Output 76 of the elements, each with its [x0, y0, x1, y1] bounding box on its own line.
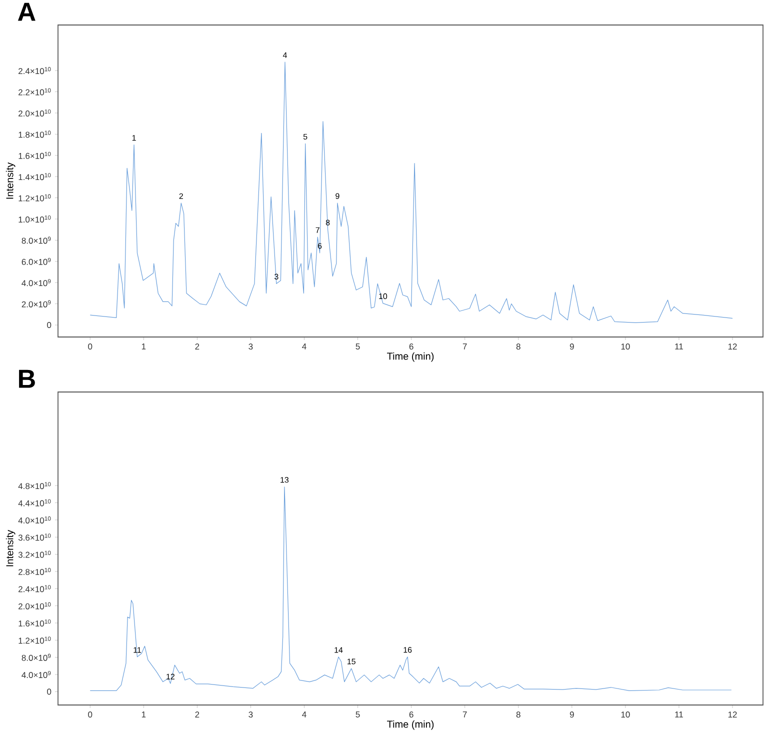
annotation: 12 [166, 674, 174, 680]
y-axis-title: Intensity [6, 530, 16, 566]
x-tick-label: 6 [409, 712, 414, 718]
x-axis-title: Time (min) [387, 352, 434, 362]
y-tick-label: 1.2×10$^{10}$ [18, 194, 51, 202]
annotation: 7 [316, 227, 320, 233]
annotation: 2 [179, 193, 183, 199]
y-tick-label: 8.0×10$^{9}$ [22, 654, 51, 661]
annotation: 6 [318, 243, 322, 249]
y-tick-label: 1.8×10$^{10}$ [18, 130, 51, 138]
y-axis-title: Intensity [6, 162, 16, 199]
x-tick-label: 9 [570, 712, 574, 718]
y-tick-label: 2.0×10$^{9}$ [22, 300, 51, 308]
x-tick-label: 4 [302, 344, 306, 350]
annotation: 4 [282, 52, 287, 58]
x-tick-label: 6 [409, 344, 414, 350]
x-tick-label: 3 [248, 344, 253, 350]
x-tick-label: 2 [195, 344, 200, 350]
y-tick-label: 8.0×10$^{9}$ [22, 236, 51, 244]
annotation: 11 [134, 647, 141, 653]
x-tick-label: 12 [728, 344, 737, 350]
x-tick-label: 11 [675, 344, 683, 350]
y-tick-label: 2.0×10$^{10}$ [18, 109, 51, 117]
x-tick-label: 5 [356, 712, 360, 718]
y-tick-label: 4.8×10$^{10}$ [18, 482, 51, 490]
x-tick-label: 7 [462, 344, 467, 350]
y-tick-label: 4.0×10$^{9}$ [22, 279, 51, 286]
y-tick-label: 0 [47, 688, 52, 695]
x-tick-label: 4 [302, 712, 306, 718]
x-tick-label: 0 [88, 712, 92, 718]
x-tick-label: 0 [88, 344, 92, 350]
x-tick-label: 5 [356, 344, 360, 350]
x-tick-label: 11 [675, 712, 683, 718]
y-tick-label: 1.4×10$^{10}$ [18, 173, 51, 180]
annotation: 16 [404, 647, 412, 653]
annotation: 14 [334, 647, 343, 653]
y-tick-label: 1.0×10$^{10}$ [18, 215, 51, 223]
annotation: 13 [280, 477, 289, 483]
y-tick-label: 4.0×10$^{10}$ [18, 516, 51, 524]
x-tick-label: 7 [462, 712, 467, 718]
x-tick-label: 10 [621, 344, 630, 350]
annotation: 9 [336, 193, 340, 199]
annotation: 3 [274, 274, 278, 280]
annotation: 1 [132, 135, 136, 141]
y-tick-label: 2.4×10$^{10}$ [18, 585, 51, 592]
x-axis-title: Time (min) [387, 720, 434, 730]
line-series [90, 62, 733, 323]
x-tick-label: 8 [516, 344, 520, 350]
chart-title: B [19, 370, 35, 388]
y-tick-label: 3.6×10$^{10}$ [18, 534, 51, 541]
x-tick-label: 3 [248, 712, 253, 718]
annotation: 15 [348, 658, 356, 664]
x-tick-label: 1 [142, 344, 146, 350]
annotation: 8 [326, 220, 330, 226]
chart-title: A [18, 2, 36, 21]
y-tick-label: 6.0×10$^{9}$ [22, 258, 51, 265]
x-tick-label: 12 [728, 712, 737, 718]
y-tick-label: 1.6×10$^{10}$ [18, 152, 51, 159]
y-tick-label: 2.4×10$^{10}$ [18, 67, 51, 74]
x-tick-label: 9 [570, 344, 574, 350]
y-tick-label: 2.0×10$^{10}$ [18, 602, 51, 610]
y-tick-label: 4.0×10$^{9}$ [22, 670, 51, 678]
annotation: 10 [379, 293, 388, 300]
x-tick-label: 10 [621, 712, 630, 718]
y-tick-label: 2.8×10$^{10}$ [18, 568, 51, 575]
line-series [90, 486, 732, 691]
annotation: 5 [303, 134, 308, 140]
x-tick-label: 1 [142, 712, 146, 718]
y-tick-label: 3.2×10$^{10}$ [18, 550, 51, 558]
x-tick-label: 8 [516, 712, 520, 718]
y-tick-label: 1.2×10$^{10}$ [18, 636, 51, 644]
y-tick-label: 2.2×10$^{10}$ [18, 88, 51, 96]
x-tick-label: 2 [195, 712, 200, 718]
y-tick-label: 1.6×10$^{10}$ [18, 619, 51, 627]
y-tick-label: 4.4×10$^{10}$ [18, 499, 51, 506]
y-tick-label: 0 [47, 322, 52, 328]
